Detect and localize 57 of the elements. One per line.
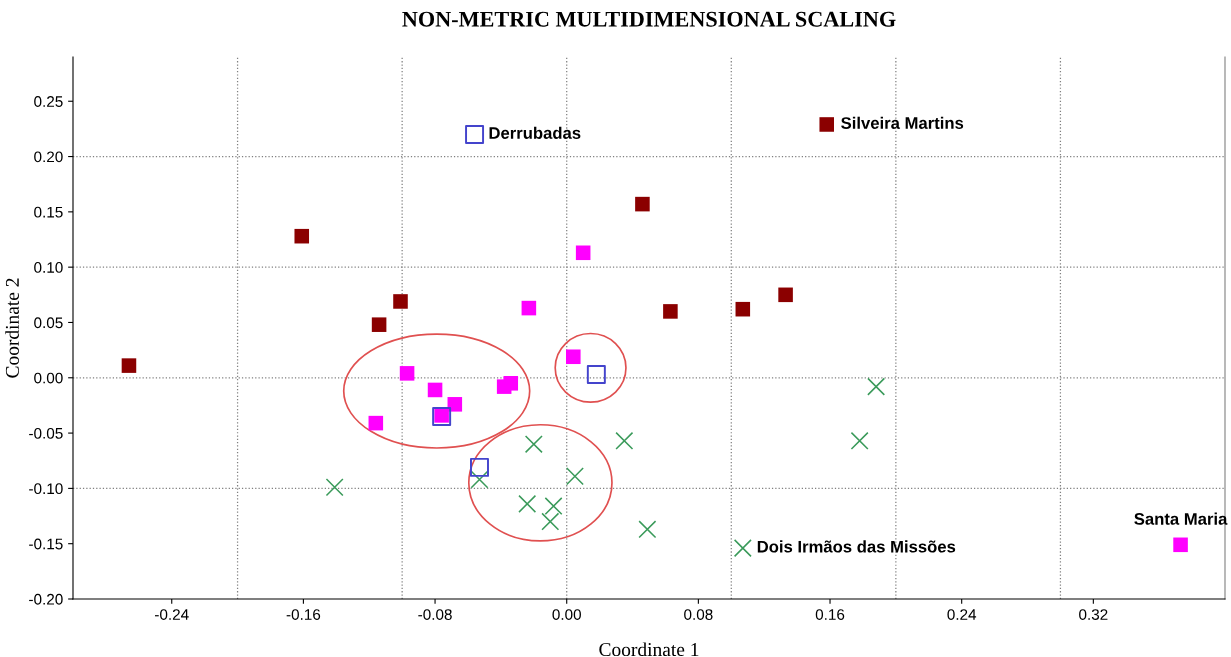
x-axis-title: Coordinate 1	[599, 642, 699, 657]
y-tick-label: 0.25	[34, 96, 63, 107]
point	[735, 301, 751, 317]
point	[427, 382, 443, 398]
point	[638, 520, 657, 539]
point	[524, 435, 543, 454]
y-tick-label: 0.15	[34, 206, 63, 218]
y-axis-title: Coordinate 2	[5, 278, 19, 378]
x-tick-label: 0.08	[684, 609, 713, 620]
chart-title: NON-METRIC MULTIDIMENSIONAL SCALING	[402, 11, 896, 27]
point	[447, 397, 463, 412]
point	[819, 117, 835, 132]
point	[399, 366, 415, 381]
point	[850, 431, 869, 450]
x-tick-label: -0.16	[286, 609, 321, 620]
point	[615, 431, 634, 450]
annotation: Santa Maria	[1134, 512, 1228, 525]
point	[867, 377, 886, 396]
x-tick-label: 0.16	[815, 609, 845, 620]
point	[518, 494, 537, 513]
point	[368, 415, 384, 431]
point	[294, 228, 310, 244]
point	[503, 376, 519, 391]
point	[465, 124, 485, 144]
x-tick-label: 0.00	[552, 609, 581, 620]
point	[521, 300, 537, 316]
point	[393, 294, 408, 309]
y-tick-label: 0.20	[34, 151, 63, 163]
point	[565, 467, 584, 486]
point	[635, 196, 650, 212]
x-tick-label: -0.08	[418, 609, 452, 620]
point	[1173, 537, 1188, 553]
point	[121, 358, 137, 373]
y-tick-label: -0.05	[29, 427, 63, 439]
y-tick-label: -0.15	[29, 538, 63, 550]
y-tick-label: -0.20	[29, 593, 63, 605]
x-tick-label: 0.32	[1079, 609, 1108, 620]
x-tick-label: -0.24	[155, 609, 189, 620]
annotation: Silveira Martins	[841, 116, 964, 129]
point	[778, 287, 793, 303]
point	[371, 317, 387, 332]
point	[470, 457, 489, 477]
point	[733, 539, 752, 558]
point	[663, 304, 678, 319]
point	[544, 497, 563, 516]
annotation: Dois Irmãos das Missões	[757, 540, 956, 553]
point	[541, 512, 560, 531]
y-tick-label: 0.00	[34, 372, 63, 384]
y-tick-label: -0.10	[29, 483, 63, 495]
point	[470, 470, 489, 489]
x-tick-label: 0.24	[947, 609, 977, 620]
point	[575, 245, 591, 261]
point	[566, 349, 581, 365]
point	[325, 478, 344, 497]
annotation: Derrubadas	[489, 126, 581, 139]
y-tick-label: 0.05	[34, 317, 63, 329]
y-tick-label: 0.10	[34, 262, 63, 273]
